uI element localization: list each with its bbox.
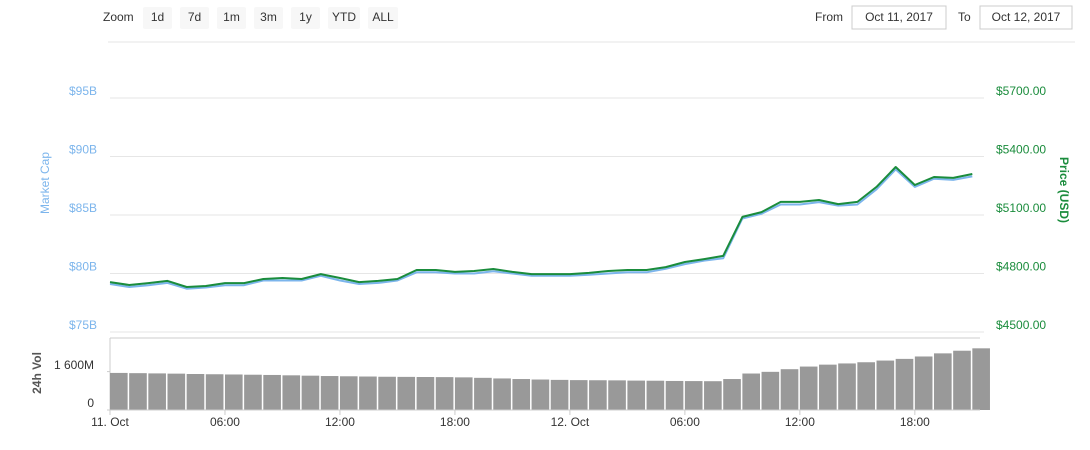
zoom-button-label[interactable]: 3m [260, 10, 277, 24]
x-tick-label: 12. Oct [551, 415, 590, 429]
volume-bar [857, 362, 875, 410]
volume-bar [742, 373, 761, 410]
y-tick-label: $95B [69, 84, 97, 98]
y-axis-title: Market Cap [38, 152, 52, 214]
volume-bar [512, 379, 531, 410]
volume-bar [339, 376, 358, 410]
volume-bar [397, 376, 416, 410]
zoom-button-label[interactable]: YTD [332, 10, 356, 24]
volume-axis-title: 24h Vol [30, 352, 44, 394]
volume-bar [454, 377, 473, 410]
x-tick-label: 12:00 [325, 415, 355, 429]
volume-bar [263, 374, 281, 410]
zoom-button-label[interactable]: 1m [223, 10, 240, 24]
volume-bar [320, 376, 339, 410]
zoom-button[interactable] [328, 7, 360, 29]
volume-bar [474, 377, 492, 410]
volume-bar [876, 360, 895, 410]
volume-bar [895, 358, 914, 410]
x-tick-label: 11. Oct [91, 415, 129, 429]
volume-bar [493, 378, 511, 410]
x-tick-label: 18:00 [440, 415, 470, 429]
volume-bar [589, 380, 607, 410]
volume-bar [416, 377, 435, 410]
volume-bar [224, 374, 243, 410]
volume-bar [550, 379, 569, 410]
y2-axis-title: Price (USD) [1057, 157, 1071, 223]
x-tick-label: 12:00 [785, 415, 815, 429]
volume-bar [953, 350, 971, 410]
volume-bar [799, 366, 818, 410]
zoom-button-label[interactable]: 7d [188, 10, 201, 24]
y-tick-label: $90B [69, 143, 97, 157]
volume-tick-label: 0 [87, 396, 94, 410]
volume-bar [301, 375, 320, 410]
volume-bar [569, 380, 588, 410]
volume-bar [148, 373, 166, 410]
volume-bar [646, 380, 665, 410]
y2-tick-label: $5400.00 [996, 143, 1046, 157]
x-tick-label: 18:00 [900, 415, 930, 429]
volume-bar [435, 377, 454, 410]
volume-bar [704, 381, 722, 410]
volume-bar [819, 364, 837, 410]
zoom-button[interactable] [368, 7, 398, 29]
volume-tick-label: 1 600M [54, 358, 94, 372]
volume-bar [684, 381, 703, 410]
zoom-button-label[interactable]: ALL [372, 10, 394, 24]
volume-bar [723, 379, 741, 410]
volume-bar [627, 380, 646, 410]
from-label: From [815, 10, 843, 24]
to-date[interactable]: Oct 12, 2017 [992, 10, 1061, 24]
from-date[interactable]: Oct 11, 2017 [865, 10, 933, 24]
zoom-button-label[interactable]: 1y [299, 10, 312, 24]
volume-bar [934, 353, 952, 410]
series-line [109, 168, 973, 290]
zoom-button[interactable] [254, 7, 283, 29]
volume-bar [761, 371, 780, 410]
zoom-button-label[interactable]: 1d [151, 10, 164, 24]
y-tick-label: $80B [69, 260, 97, 274]
volume-bar [129, 373, 147, 410]
volume-bar [838, 363, 856, 410]
y2-tick-label: $5100.00 [996, 201, 1046, 215]
volume-bar [531, 379, 550, 410]
volume-bar [972, 348, 990, 410]
volume-bar [167, 373, 186, 410]
volume-bar [186, 374, 205, 410]
y-tick-label: $75B [69, 318, 97, 332]
y-tick-label: $85B [69, 201, 97, 215]
volume-bar [608, 380, 626, 410]
volume-bar [282, 375, 301, 410]
volume-bar [378, 376, 396, 410]
volume-bar [780, 369, 799, 410]
y2-tick-label: $4800.00 [996, 260, 1046, 274]
zoom-button[interactable] [143, 7, 172, 29]
y2-tick-label: $5700.00 [996, 84, 1046, 98]
volume-bar [665, 380, 684, 410]
zoom-button[interactable] [217, 7, 246, 29]
volume-bar [110, 372, 128, 410]
y2-tick-label: $4500.00 [996, 318, 1046, 332]
zoom-label: Zoom [103, 10, 134, 24]
zoom-button[interactable] [180, 7, 209, 29]
volume-bar [205, 374, 224, 410]
x-tick-label: 06:00 [670, 415, 700, 429]
from-input[interactable] [851, 5, 947, 30]
to-input[interactable] [979, 5, 1073, 30]
to-label: To [958, 10, 971, 24]
volume-bar [914, 356, 933, 410]
zoom-button[interactable] [291, 7, 320, 29]
series-line [109, 166, 973, 288]
x-tick-label: 06:00 [210, 415, 240, 429]
volume-bar [244, 374, 262, 410]
volume-bar [359, 376, 377, 410]
